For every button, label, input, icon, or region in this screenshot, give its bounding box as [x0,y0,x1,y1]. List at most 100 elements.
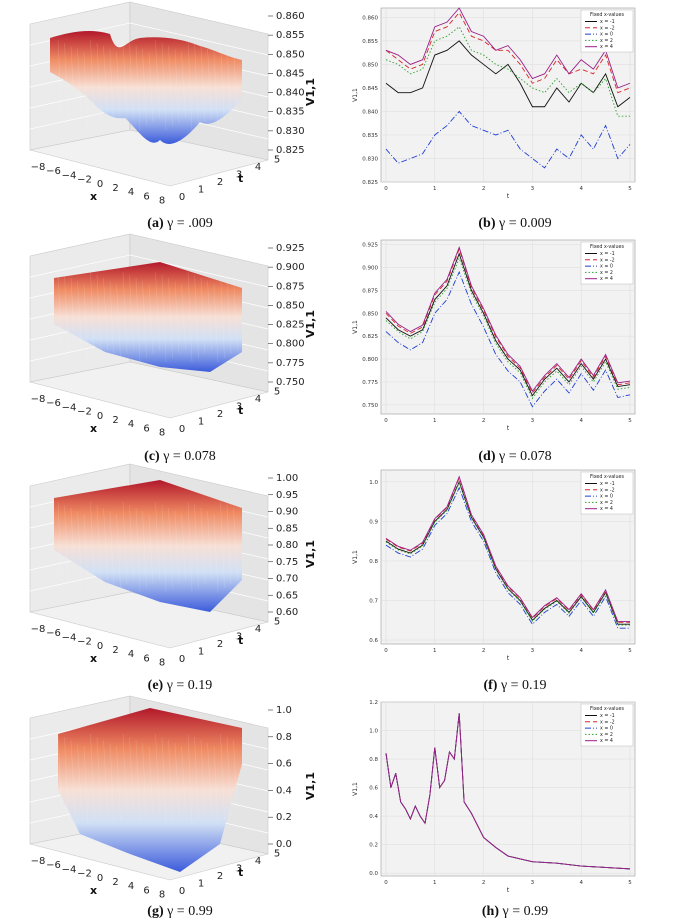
floor-pane [29,591,269,649]
surface-plot-c: 0.925 0.900 0.875 0.850 0.825 0.800 0.775 0.750… [29,233,317,439]
z-tick-label: 0.840 [276,88,305,99]
y-tick-label: 0.875 [362,288,378,294]
surface [50,31,242,144]
series-line [385,480,630,625]
surface-striation [168,507,173,589]
surface-striation [64,274,69,359]
surface-striation [213,513,219,593]
surface-striation [226,42,232,123]
legend-label: x = -1 [600,19,615,25]
y-tick-label: 0.825 [362,334,378,340]
surface-striation [155,271,160,351]
surface-striation [168,277,173,359]
surface-striation [77,510,82,581]
z-tick-label: 0.845 [276,68,305,79]
surface-striation [109,280,115,363]
caption-text: γ = .009 [163,216,213,231]
surface-striation [70,739,76,817]
surface-striation [83,513,89,593]
surface-striation [161,504,167,593]
surface-striation [155,733,160,813]
surface-striation [181,51,186,119]
legend-label: x = -2 [600,719,615,725]
caption-e: (e) γ = 0.19 [30,678,330,694]
z-tick-label: 0.2 [276,812,292,823]
surface-striation [233,507,238,581]
y-tick-label: 0.900 [362,265,378,271]
y-axis-label: V1,1 [352,550,359,564]
x-tick-label: 0 [97,641,103,652]
z-tick-label: 0.750 [276,377,305,388]
t-tick-label: 0 [179,424,185,435]
surface-striation [103,739,108,813]
legend-title: Fixed x-values [590,12,624,18]
z-tick-label: 1.0 [276,705,292,716]
x-tick-label: 4 [579,648,583,654]
series-line [385,486,630,629]
surface-striation [96,274,102,355]
x-tick-label: 1 [433,418,437,424]
surface-striation [142,510,147,589]
y-tick-label: 0.4 [369,814,378,820]
y-tick-label: 0.7 [369,599,378,605]
legend-box [580,9,634,53]
y-tick-label: 0.850 [362,62,378,68]
surface-striation [83,283,89,363]
legend-label: x = -1 [600,481,615,487]
floor-pane [29,129,269,187]
legend-label: x = -2 [600,257,615,263]
x-axis-label: t [507,425,510,432]
x-tick-label: 0 [384,880,388,886]
surface-striation [70,45,76,123]
y-tick-label: 0.2 [369,843,378,849]
surface-striation [57,271,63,363]
surface-striation [109,48,115,131]
surface-striation [103,277,108,351]
surface-striation [194,736,199,821]
surface-striation [194,504,199,589]
surface-striation [77,742,82,813]
z-tick-label: 0.70 [276,574,298,585]
legend-label: x = 0 [600,494,613,500]
surface-plot-a: 0.860 0.855 0.850 0.845 0.840 0.835 0.830 0.825… [29,1,317,207]
x-tick-label: 8 [159,658,165,669]
z-tick-label: 0.825 [276,320,305,331]
y-tick-label: 1.0 [369,480,378,486]
z-tick-label: 0.85 [276,523,298,534]
surface-striation [161,736,167,825]
t-axis-label: t [238,172,243,185]
z-tick-label: 0.825 [276,145,305,156]
surface-striation [174,742,180,817]
x-axis-label: t [507,193,510,200]
legend-label: x = -2 [600,487,615,493]
y-axis-label: V1,1 [352,320,359,334]
legend-label: x = 4 [600,506,613,512]
y-tick-label: 0.840 [362,109,378,115]
surface-striation [83,745,89,825]
surface-striation [220,271,225,359]
legend-label: x = 0 [600,32,613,38]
z-tick-label: 0.835 [276,107,305,118]
t-axis-label: t [238,634,243,647]
surface-striation [226,274,232,355]
y-tick-label: 0.925 [362,243,378,249]
surface-striation [207,742,212,813]
series-line [385,475,630,622]
t-tick-label: 3 [236,632,242,643]
surface-striation [168,45,173,127]
legend-label: x = 0 [600,264,613,270]
z-tick-label: 0.60 [276,607,298,618]
x-tick-label: 4 [128,881,134,892]
caption-text: γ = 0.19 [163,678,213,693]
surface-striation [116,283,121,359]
surface-striation [129,736,134,813]
legend-label: x = 2 [600,732,613,738]
surface-striation [57,733,63,825]
y-tick-label: 0.860 [362,15,378,21]
caption-g: (g) γ = 0.99 [30,904,330,920]
surface-striation [70,507,76,585]
legend-label: x = 2 [600,270,613,276]
y-tick-label: 0.6 [369,638,378,644]
surface-striation [122,271,128,355]
